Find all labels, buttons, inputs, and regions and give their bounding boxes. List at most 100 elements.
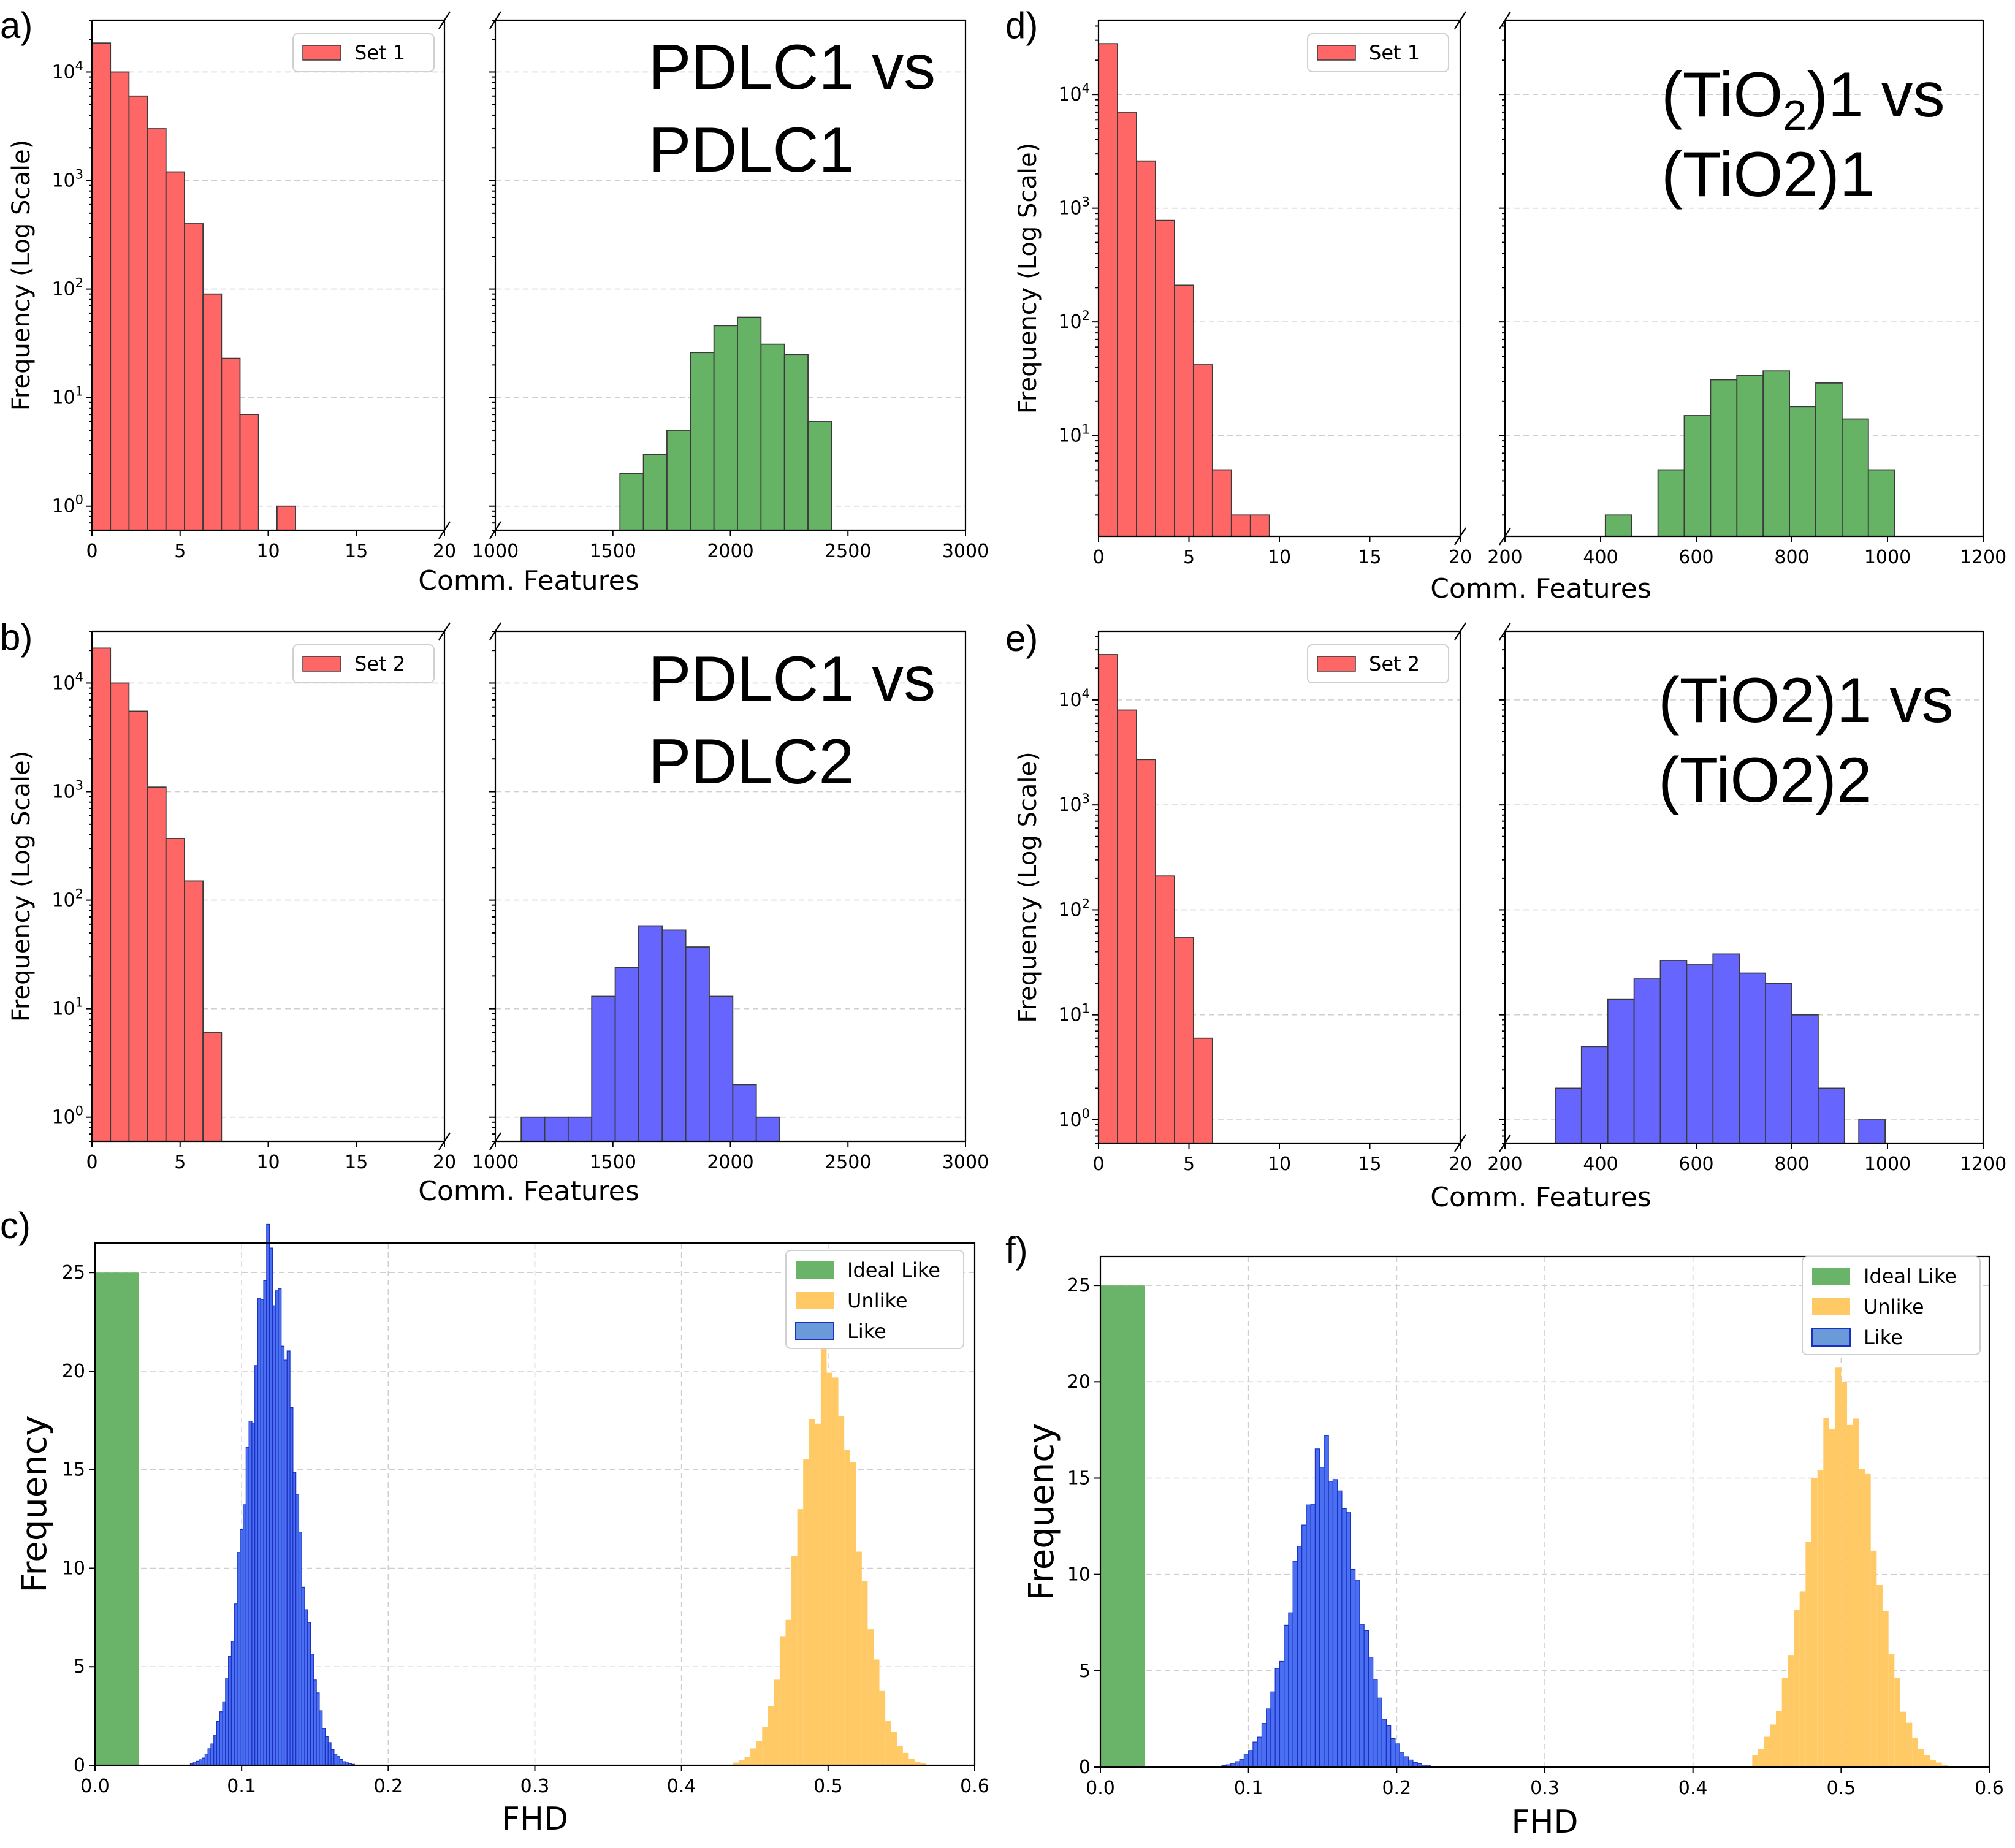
- bar-left: [184, 223, 204, 531]
- bar-like: [286, 1350, 291, 1766]
- bar-like: [1239, 1759, 1245, 1768]
- x-tick-label: 200: [1487, 547, 1522, 568]
- bar-like: [219, 1711, 223, 1766]
- bar-right: [1736, 375, 1764, 537]
- bar-right: [1815, 382, 1843, 537]
- y-tick-label: 102: [51, 887, 83, 911]
- x-tick-label: 400: [1583, 547, 1618, 568]
- bar-unlike: [1865, 1473, 1871, 1767]
- legend-swatch: [796, 1292, 834, 1309]
- bar-unlike: [1906, 1722, 1913, 1767]
- bar-ideal-like: [1100, 1285, 1145, 1767]
- bar-unlike: [820, 1339, 827, 1765]
- annotation-line: (TiO2)1 vs: [1661, 59, 1945, 139]
- bar-like: [275, 1290, 279, 1766]
- axis-break-mark: [489, 622, 501, 641]
- bar-like: [1373, 1679, 1378, 1768]
- bar-like: [1279, 1660, 1285, 1768]
- bar-right: [1858, 1119, 1886, 1144]
- bar-like: [1301, 1524, 1307, 1768]
- x-tick-label: 0.2: [1382, 1778, 1411, 1799]
- y-tick-label: 102: [51, 276, 83, 300]
- bar-unlike: [762, 1726, 768, 1765]
- bar-like: [266, 1223, 270, 1766]
- bar-like: [228, 1656, 232, 1766]
- x-tick-label: 1000: [1864, 547, 1911, 568]
- bar-like: [1368, 1657, 1374, 1768]
- x-tick-label: 200: [1487, 1154, 1522, 1175]
- annotation-line: PDLC1: [649, 115, 854, 186]
- bar-left: [91, 647, 112, 1142]
- bar-like: [1319, 1467, 1325, 1768]
- bar-like: [1306, 1504, 1311, 1768]
- y-tick-label: 102: [1058, 308, 1090, 333]
- bar-left: [165, 838, 185, 1142]
- legend-box: [1307, 33, 1449, 72]
- bar-right: [732, 1084, 757, 1142]
- bar-unlike: [920, 1763, 927, 1765]
- bar-like: [1235, 1761, 1240, 1768]
- bar-like: [210, 1743, 215, 1766]
- bar-like: [1355, 1580, 1360, 1768]
- legend-label: Like: [847, 1320, 886, 1343]
- bar-like: [225, 1678, 229, 1766]
- panel-label: b): [0, 617, 32, 658]
- bar-unlike: [856, 1551, 862, 1765]
- bar-left: [1249, 514, 1270, 537]
- y-tick-label: 103: [51, 167, 83, 192]
- bar-left: [1192, 1037, 1213, 1144]
- y-tick-label: 100: [51, 493, 83, 517]
- bar-like: [1328, 1481, 1334, 1768]
- x-tick-label: 800: [1774, 547, 1809, 568]
- x-tick-label: 5: [1183, 547, 1195, 568]
- bar-like: [1395, 1743, 1400, 1768]
- bar-right: [1712, 953, 1740, 1144]
- bar-unlike: [838, 1416, 845, 1765]
- bar-right: [1659, 960, 1688, 1144]
- bar-unlike: [873, 1659, 880, 1765]
- x-tick-label: 10: [1268, 547, 1291, 568]
- bar-left: [239, 414, 259, 531]
- bar-unlike: [1770, 1724, 1776, 1767]
- bar-unlike: [1941, 1765, 1948, 1767]
- bar-unlike: [1799, 1591, 1806, 1767]
- bar-right: [807, 421, 832, 531]
- bar-like: [1261, 1723, 1267, 1768]
- bar-like: [289, 1407, 294, 1766]
- bar-unlike: [1894, 1678, 1900, 1767]
- legend-box: [292, 33, 435, 72]
- bar-like: [1390, 1738, 1396, 1768]
- bar-right: [755, 1116, 780, 1142]
- x-tick-label: 2500: [825, 1152, 871, 1173]
- bar-like: [263, 1280, 267, 1766]
- bar-unlike: [744, 1757, 751, 1765]
- x-tick-label: 600: [1678, 1154, 1713, 1175]
- x-tick-label: 10: [256, 1152, 280, 1173]
- bar-unlike: [902, 1752, 909, 1765]
- bar-like: [1399, 1752, 1405, 1768]
- bar-left: [1117, 709, 1137, 1144]
- bar-right: [713, 325, 738, 531]
- bar-like: [298, 1532, 302, 1766]
- panel-d: d) 101 102 103 104 0 5 10 15 20 200 400 600 800 1000 12…: [1005, 5, 2006, 604]
- bar-like: [1270, 1691, 1276, 1768]
- panel-b: b) 100 101 102 103 104 0 5 10 15 20 1000 1500 2000 250…: [0, 617, 989, 1207]
- bar-right: [1789, 406, 1816, 537]
- bar-like: [313, 1679, 317, 1766]
- x-tick-label: 600: [1678, 547, 1713, 568]
- bar-right: [783, 354, 809, 531]
- x-tick-label: 20: [1449, 1154, 1472, 1175]
- y-tick-label: 25: [62, 1262, 85, 1283]
- bar-like: [242, 1504, 246, 1766]
- bar-like: [324, 1736, 329, 1766]
- annotation-line: PDLC2: [649, 726, 854, 797]
- bar-like: [1292, 1561, 1298, 1768]
- bar-like: [254, 1365, 259, 1766]
- bar-unlike: [1859, 1469, 1865, 1767]
- bar-right: [544, 1116, 569, 1142]
- axis-break-mark: [1454, 11, 1466, 29]
- panel-f: f) 0.0 0.1 0.2 0.3 0.4 0.5 0.6 0 5 10 15 20 25 Frequen…: [1005, 1230, 2004, 1841]
- legend-label: Ideal Like: [847, 1258, 940, 1282]
- x-tick-label: 5: [174, 1152, 186, 1173]
